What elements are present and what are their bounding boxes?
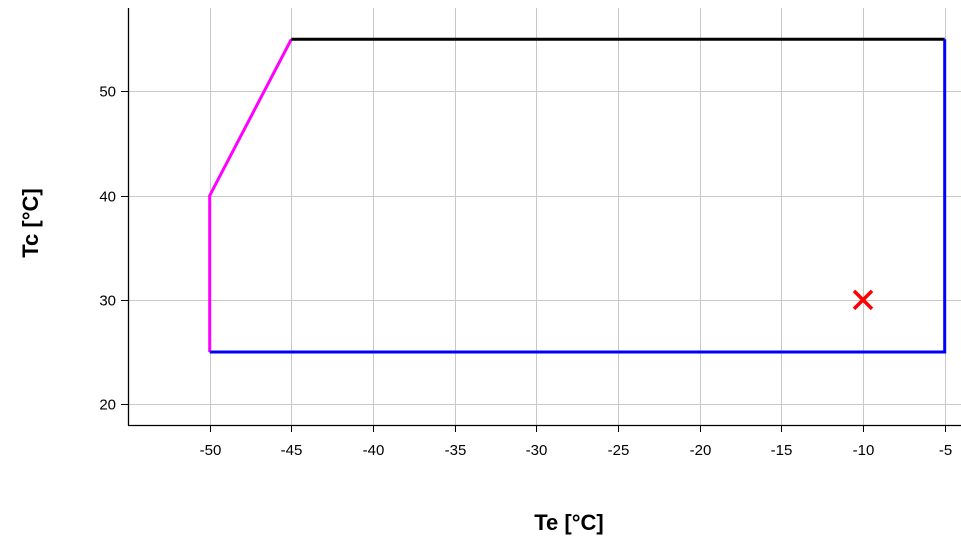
series-line-3 bbox=[209, 39, 947, 354]
x-tick-label: -30 bbox=[526, 442, 548, 459]
y-axis-ticks: 20 30 40 50 bbox=[99, 84, 128, 414]
y-tick-label: 40 bbox=[99, 189, 116, 206]
x-tick-label: -25 bbox=[608, 442, 630, 459]
x-tick-label: -15 bbox=[771, 442, 793, 459]
y-axis-title: Tc [°C] bbox=[18, 188, 43, 258]
markers bbox=[852, 289, 874, 311]
axes bbox=[127, 8, 961, 427]
series-line-1 bbox=[208, 38, 293, 352]
y-tick-label: 50 bbox=[99, 84, 116, 101]
y-tick-label: 20 bbox=[99, 397, 116, 414]
grid-lines bbox=[128, 8, 961, 425]
x-axis-title: Te [°C] bbox=[534, 510, 604, 535]
operating-point-marker bbox=[852, 289, 874, 311]
x-tick-label: -35 bbox=[445, 442, 467, 459]
series-lines bbox=[208, 37, 947, 354]
x-tick-label: -20 bbox=[690, 442, 712, 459]
x-axis-ticks: -50 -45 -40 -35 -30 -25 -20 -15 -10 -5 bbox=[200, 425, 952, 459]
y-tick-label: 30 bbox=[99, 293, 116, 310]
x-tick-label: -5 bbox=[939, 442, 952, 459]
marker-stroke bbox=[852, 289, 874, 311]
x-tick-label: -10 bbox=[853, 442, 875, 459]
x-tick-label: -40 bbox=[363, 442, 385, 459]
x-tick-label: -50 bbox=[200, 442, 222, 459]
x-tick-label: -45 bbox=[281, 442, 303, 459]
